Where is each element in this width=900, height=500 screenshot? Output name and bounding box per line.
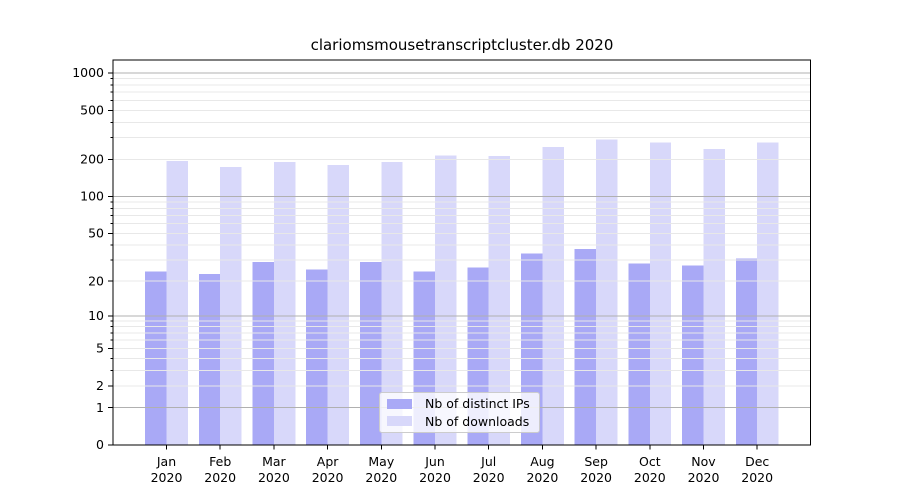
y-tick-label-100: 100: [80, 189, 104, 204]
x-axis: Jan2020Feb2020Mar2020Apr2020May2020Jun20…: [151, 445, 773, 485]
bar-downloads-jan: [166, 161, 188, 445]
y-axis: 0 1 2 5 10 20 50 100 200 500 1000: [72, 65, 113, 452]
x-tick-year-aug: 2020: [526, 470, 558, 485]
bar-downloads-dec: [757, 142, 779, 445]
bar-downloads-apr: [327, 164, 349, 446]
chart-title: clariomsmousetranscriptcluster.db 2020: [310, 36, 614, 54]
y-tick-label-0: 0: [96, 437, 104, 452]
bar-ips-may: [359, 261, 382, 445]
y-tick-label-1: 1: [96, 400, 104, 415]
x-tick-year-apr: 2020: [312, 470, 344, 485]
y-tick-label-500: 500: [80, 103, 104, 118]
bar-ips-feb: [198, 273, 221, 445]
x-tick-year-jul: 2020: [473, 470, 505, 485]
y-tick-label-10: 10: [88, 308, 104, 323]
bar-downloads-sep: [596, 139, 618, 445]
y-tick-label-20: 20: [88, 273, 104, 288]
legend: Nb of distinct IPs Nb of downloads: [379, 392, 540, 433]
x-tick-label-apr: Apr: [317, 454, 339, 469]
bars-downloads: [166, 139, 779, 446]
bar-ips-sep: [574, 249, 597, 445]
x-tick-year-oct: 2020: [634, 470, 666, 485]
legend-swatch-downloads: [387, 416, 412, 427]
legend-item-distinct-ips: Nb of distinct IPs: [387, 396, 535, 412]
y-tick-label-1000: 1000: [72, 65, 104, 80]
x-tick-label-jan: Jan: [156, 454, 176, 469]
legend-label-downloads: Nb of downloads: [425, 413, 530, 429]
legend-item-downloads: Nb of downloads: [387, 413, 535, 429]
x-tick-year-may: 2020: [365, 470, 397, 485]
y-tick-label-5: 5: [96, 341, 104, 356]
x-tick-year-dec: 2020: [741, 470, 773, 485]
x-tick-label-aug: Aug: [530, 454, 554, 469]
x-tick-label-oct: Oct: [639, 454, 661, 469]
x-tick-label-jul: Jul: [480, 454, 496, 469]
bar-downloads-aug: [542, 147, 564, 445]
bar-ips-mar: [252, 261, 274, 445]
bar-ips-dec: [735, 258, 758, 445]
bar-downloads-nov: [703, 149, 725, 445]
bar-ips-nov: [682, 265, 704, 445]
bar-ips-apr: [306, 269, 328, 445]
plot-border: [112, 59, 811, 446]
x-tick-label-dec: Dec: [745, 454, 769, 469]
x-tick-label-nov: Nov: [691, 454, 716, 469]
gridlines: [113, 72, 811, 409]
x-tick-label-sep: Sep: [584, 454, 608, 469]
x-tick-year-jun: 2020: [419, 470, 451, 485]
legend-label-distinct-ips: Nb of distinct IPs: [425, 396, 530, 412]
bar-ips-oct: [628, 263, 650, 445]
x-tick-label-may: May: [368, 454, 394, 469]
bar-downloads-feb: [220, 166, 242, 445]
x-tick-year-sep: 2020: [580, 470, 612, 485]
x-tick-label-mar: Mar: [262, 454, 286, 469]
x-tick-year-nov: 2020: [688, 470, 720, 485]
y-tick-label-2: 2: [96, 378, 104, 393]
bar-downloads-jul: [488, 156, 511, 445]
bar-downloads-mar: [273, 161, 296, 445]
y-tick-label-50: 50: [88, 226, 104, 241]
x-tick-label-jun: Jun: [424, 454, 445, 469]
bar-downloads-may: [381, 161, 403, 445]
bar-downloads-oct: [649, 142, 672, 445]
bar-downloads-jun: [435, 155, 457, 445]
y-tick-label-200: 200: [80, 152, 104, 167]
x-tick-year-mar: 2020: [258, 470, 290, 485]
x-tick-year-feb: 2020: [204, 470, 236, 485]
x-tick-year-jan: 2020: [151, 470, 183, 485]
legend-swatch-distinct-ips: [387, 398, 412, 409]
x-tick-label-feb: Feb: [209, 454, 231, 469]
